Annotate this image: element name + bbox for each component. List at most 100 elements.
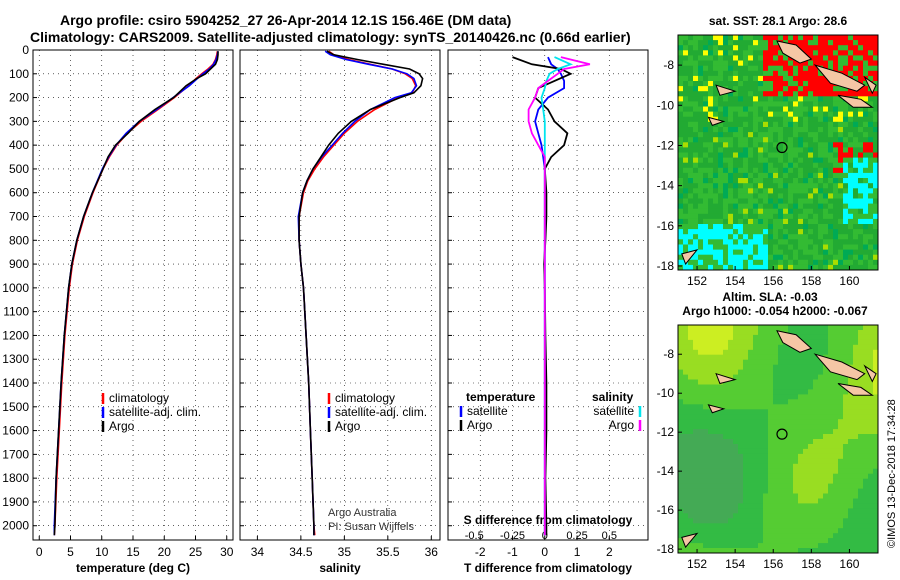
map-cell	[768, 121, 774, 128]
map-cell	[793, 379, 799, 385]
map-cell	[768, 249, 774, 256]
map-cell	[858, 463, 864, 470]
map-cell	[763, 468, 769, 475]
map-cell	[738, 249, 744, 256]
map-cell	[873, 132, 879, 138]
map-cell	[683, 86, 689, 92]
map-cell	[683, 60, 689, 66]
map-cell	[783, 543, 789, 549]
map-cell	[688, 172, 694, 179]
map-cell	[803, 448, 809, 455]
map-cell	[868, 264, 874, 271]
map-cell	[688, 152, 694, 158]
map-cell	[723, 101, 729, 107]
map-cell	[848, 488, 854, 494]
map-cell	[723, 45, 729, 51]
map-cell	[853, 152, 859, 158]
map-cell	[698, 193, 704, 199]
map-cell	[818, 414, 824, 420]
map-cell	[778, 239, 784, 245]
map-cell	[733, 513, 739, 519]
map-cell	[758, 548, 764, 554]
map-cell	[733, 364, 739, 371]
map-cell	[758, 453, 764, 460]
map-cell	[783, 503, 789, 509]
map-cell	[843, 127, 849, 133]
map-cell	[813, 389, 819, 395]
map-cell	[758, 369, 764, 375]
map-cell	[873, 75, 879, 82]
map-cell	[858, 543, 864, 549]
map-cell	[853, 334, 859, 341]
map-cell	[828, 374, 834, 380]
map-cell	[838, 419, 844, 425]
map-cell	[803, 359, 809, 366]
land-island	[776, 330, 813, 353]
map-cell	[833, 414, 839, 420]
map-cell	[838, 65, 844, 72]
map-cell	[803, 458, 809, 465]
map-cell	[843, 55, 849, 61]
map-cell	[738, 40, 744, 46]
map-cell	[818, 339, 824, 346]
difference-series-t-argo	[512, 56, 573, 536]
map-cell	[683, 234, 689, 240]
map-cell	[868, 384, 874, 390]
map-cell	[868, 213, 874, 220]
map-cell	[793, 434, 799, 440]
map-cell	[683, 208, 689, 215]
map-cell	[773, 439, 779, 445]
map-cell	[693, 394, 699, 400]
map-cell	[868, 45, 874, 51]
map-cell	[823, 409, 829, 415]
map-cell	[778, 142, 784, 148]
map-cell	[708, 142, 714, 148]
map-cell	[753, 354, 759, 361]
map-cell	[778, 81, 784, 87]
map-cell	[748, 384, 754, 390]
map-cell	[828, 389, 834, 395]
map-cell	[843, 172, 849, 179]
map-cell	[788, 213, 794, 220]
map-cell	[698, 369, 704, 375]
map-cell	[823, 167, 829, 174]
map-cell	[678, 414, 684, 420]
map-cell	[733, 203, 739, 210]
map-cell	[828, 349, 834, 356]
map-cell	[743, 111, 749, 118]
map-cell	[698, 493, 704, 499]
map-cell	[783, 379, 789, 385]
map-cell	[753, 344, 759, 351]
map-cell	[713, 203, 719, 210]
map-cell	[718, 503, 724, 509]
map-cell	[773, 229, 779, 235]
map-cell	[683, 463, 689, 470]
y-tick-label: 1800	[2, 471, 29, 485]
map-cell	[793, 259, 799, 266]
map-cell	[708, 339, 714, 346]
x-tick-label: 20	[158, 545, 172, 559]
map-cell	[843, 167, 849, 174]
map-cell	[858, 244, 864, 250]
map-cell	[728, 70, 734, 77]
map-cell	[858, 478, 864, 485]
map-cell	[868, 325, 874, 331]
map-cell	[748, 249, 754, 256]
map-cell	[813, 198, 819, 204]
map-cell	[773, 91, 779, 97]
map-cell	[783, 91, 789, 97]
map-cell	[793, 111, 799, 118]
map-cell	[713, 374, 719, 380]
map-cell	[873, 60, 879, 66]
map-cell	[838, 463, 844, 470]
map-cell	[718, 178, 724, 184]
map-cell	[763, 75, 769, 82]
map-cell	[823, 249, 829, 256]
map-cell	[868, 364, 874, 371]
map-cell	[818, 434, 824, 440]
map-cell	[868, 239, 874, 245]
map-cell	[788, 399, 794, 405]
map-cell	[858, 434, 864, 440]
map-cell	[778, 254, 784, 261]
map-cell	[828, 203, 834, 210]
